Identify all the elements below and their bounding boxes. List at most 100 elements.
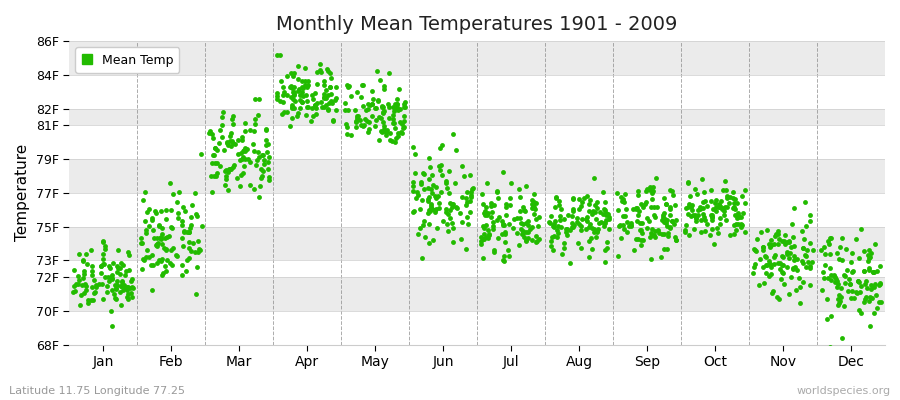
Point bbox=[600, 245, 615, 251]
Point bbox=[716, 205, 731, 212]
Point bbox=[544, 212, 559, 219]
Point bbox=[153, 236, 167, 242]
Point bbox=[248, 96, 262, 103]
Point bbox=[416, 170, 430, 176]
Point bbox=[718, 204, 733, 210]
Point bbox=[601, 214, 616, 220]
Point bbox=[698, 197, 712, 204]
Point bbox=[860, 294, 874, 300]
Point bbox=[862, 247, 877, 254]
Point bbox=[706, 206, 721, 212]
Point bbox=[258, 127, 273, 133]
Point bbox=[525, 224, 539, 230]
Point bbox=[313, 98, 328, 105]
Point bbox=[250, 157, 265, 163]
Point bbox=[761, 272, 776, 279]
Point bbox=[547, 224, 562, 230]
Point bbox=[95, 281, 110, 288]
Point bbox=[845, 287, 859, 294]
Point bbox=[796, 235, 811, 242]
Point bbox=[101, 274, 115, 280]
Point bbox=[749, 248, 763, 254]
Point bbox=[292, 105, 307, 111]
Point bbox=[410, 189, 424, 195]
Point bbox=[832, 300, 846, 307]
Point bbox=[221, 141, 236, 148]
Point bbox=[598, 220, 613, 226]
Point bbox=[377, 86, 392, 92]
Point bbox=[634, 237, 649, 244]
Point bbox=[438, 209, 453, 216]
Point bbox=[270, 93, 284, 100]
Point bbox=[425, 206, 439, 212]
Point bbox=[338, 100, 352, 107]
Point bbox=[845, 269, 859, 276]
Point bbox=[460, 199, 474, 205]
Point bbox=[191, 238, 205, 244]
Point bbox=[654, 217, 669, 223]
Point bbox=[796, 260, 811, 266]
Point bbox=[717, 212, 732, 218]
Point bbox=[831, 281, 845, 287]
Point bbox=[640, 186, 654, 193]
Point bbox=[552, 198, 566, 204]
Point bbox=[787, 242, 801, 249]
Point bbox=[104, 274, 118, 280]
Point bbox=[209, 173, 223, 180]
Point bbox=[634, 242, 648, 248]
Point bbox=[236, 148, 250, 154]
Point bbox=[231, 151, 246, 157]
Point bbox=[561, 212, 575, 218]
Point bbox=[519, 219, 534, 226]
Point bbox=[217, 147, 231, 153]
Point bbox=[429, 225, 444, 232]
Point bbox=[513, 194, 527, 201]
Point bbox=[528, 200, 543, 206]
Point bbox=[235, 134, 249, 140]
Point bbox=[586, 208, 600, 214]
Bar bbox=[69, 41, 885, 75]
Point bbox=[756, 244, 770, 250]
Point bbox=[122, 267, 137, 273]
Point bbox=[142, 223, 157, 229]
Point bbox=[408, 151, 422, 158]
Point bbox=[679, 205, 693, 211]
Point bbox=[163, 259, 177, 266]
Point bbox=[150, 241, 165, 248]
Point bbox=[761, 240, 776, 247]
Point bbox=[729, 220, 743, 227]
Point bbox=[633, 227, 647, 233]
Point bbox=[793, 300, 807, 306]
Point bbox=[688, 215, 703, 221]
Point bbox=[184, 214, 198, 220]
Point bbox=[224, 138, 238, 144]
Point bbox=[71, 280, 86, 287]
Point bbox=[773, 266, 788, 273]
Point bbox=[287, 84, 302, 91]
Point bbox=[849, 236, 863, 242]
Point bbox=[647, 204, 662, 210]
Point bbox=[275, 84, 290, 91]
Point bbox=[665, 218, 680, 224]
Point bbox=[111, 247, 125, 253]
Point bbox=[356, 103, 371, 109]
Point bbox=[712, 203, 726, 209]
Point bbox=[222, 166, 237, 172]
Point bbox=[662, 212, 677, 218]
Point bbox=[648, 214, 662, 220]
Point bbox=[530, 238, 544, 244]
Point bbox=[711, 230, 725, 236]
Point bbox=[139, 230, 153, 236]
Bar bbox=[69, 108, 885, 126]
Point bbox=[320, 106, 335, 112]
Point bbox=[145, 217, 159, 223]
Point bbox=[494, 218, 508, 225]
Point bbox=[708, 208, 723, 214]
Point bbox=[738, 186, 752, 193]
Point bbox=[582, 254, 597, 260]
Point bbox=[588, 208, 602, 215]
Point bbox=[734, 221, 749, 228]
Point bbox=[406, 144, 420, 150]
Point bbox=[220, 138, 235, 145]
Point bbox=[662, 206, 677, 212]
